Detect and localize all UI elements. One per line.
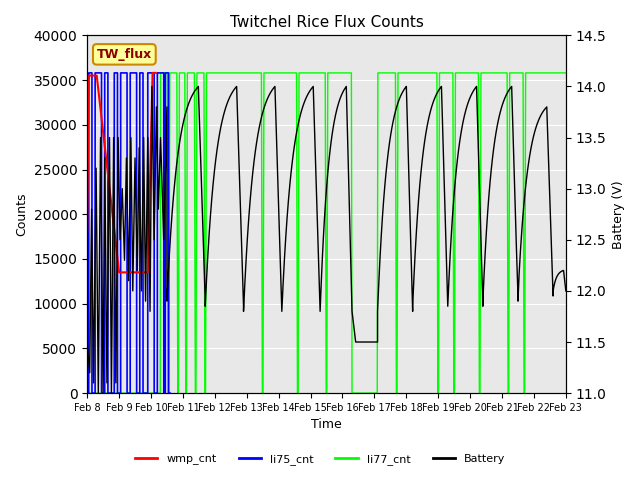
X-axis label: Time: Time — [311, 419, 342, 432]
Text: TW_flux: TW_flux — [97, 48, 152, 61]
Legend: wmp_cnt, li75_cnt, li77_cnt, Battery: wmp_cnt, li75_cnt, li77_cnt, Battery — [131, 450, 509, 469]
Title: Twitchel Rice Flux Counts: Twitchel Rice Flux Counts — [230, 15, 424, 30]
Y-axis label: Battery (V): Battery (V) — [612, 180, 625, 249]
Y-axis label: Counts: Counts — [15, 192, 28, 236]
